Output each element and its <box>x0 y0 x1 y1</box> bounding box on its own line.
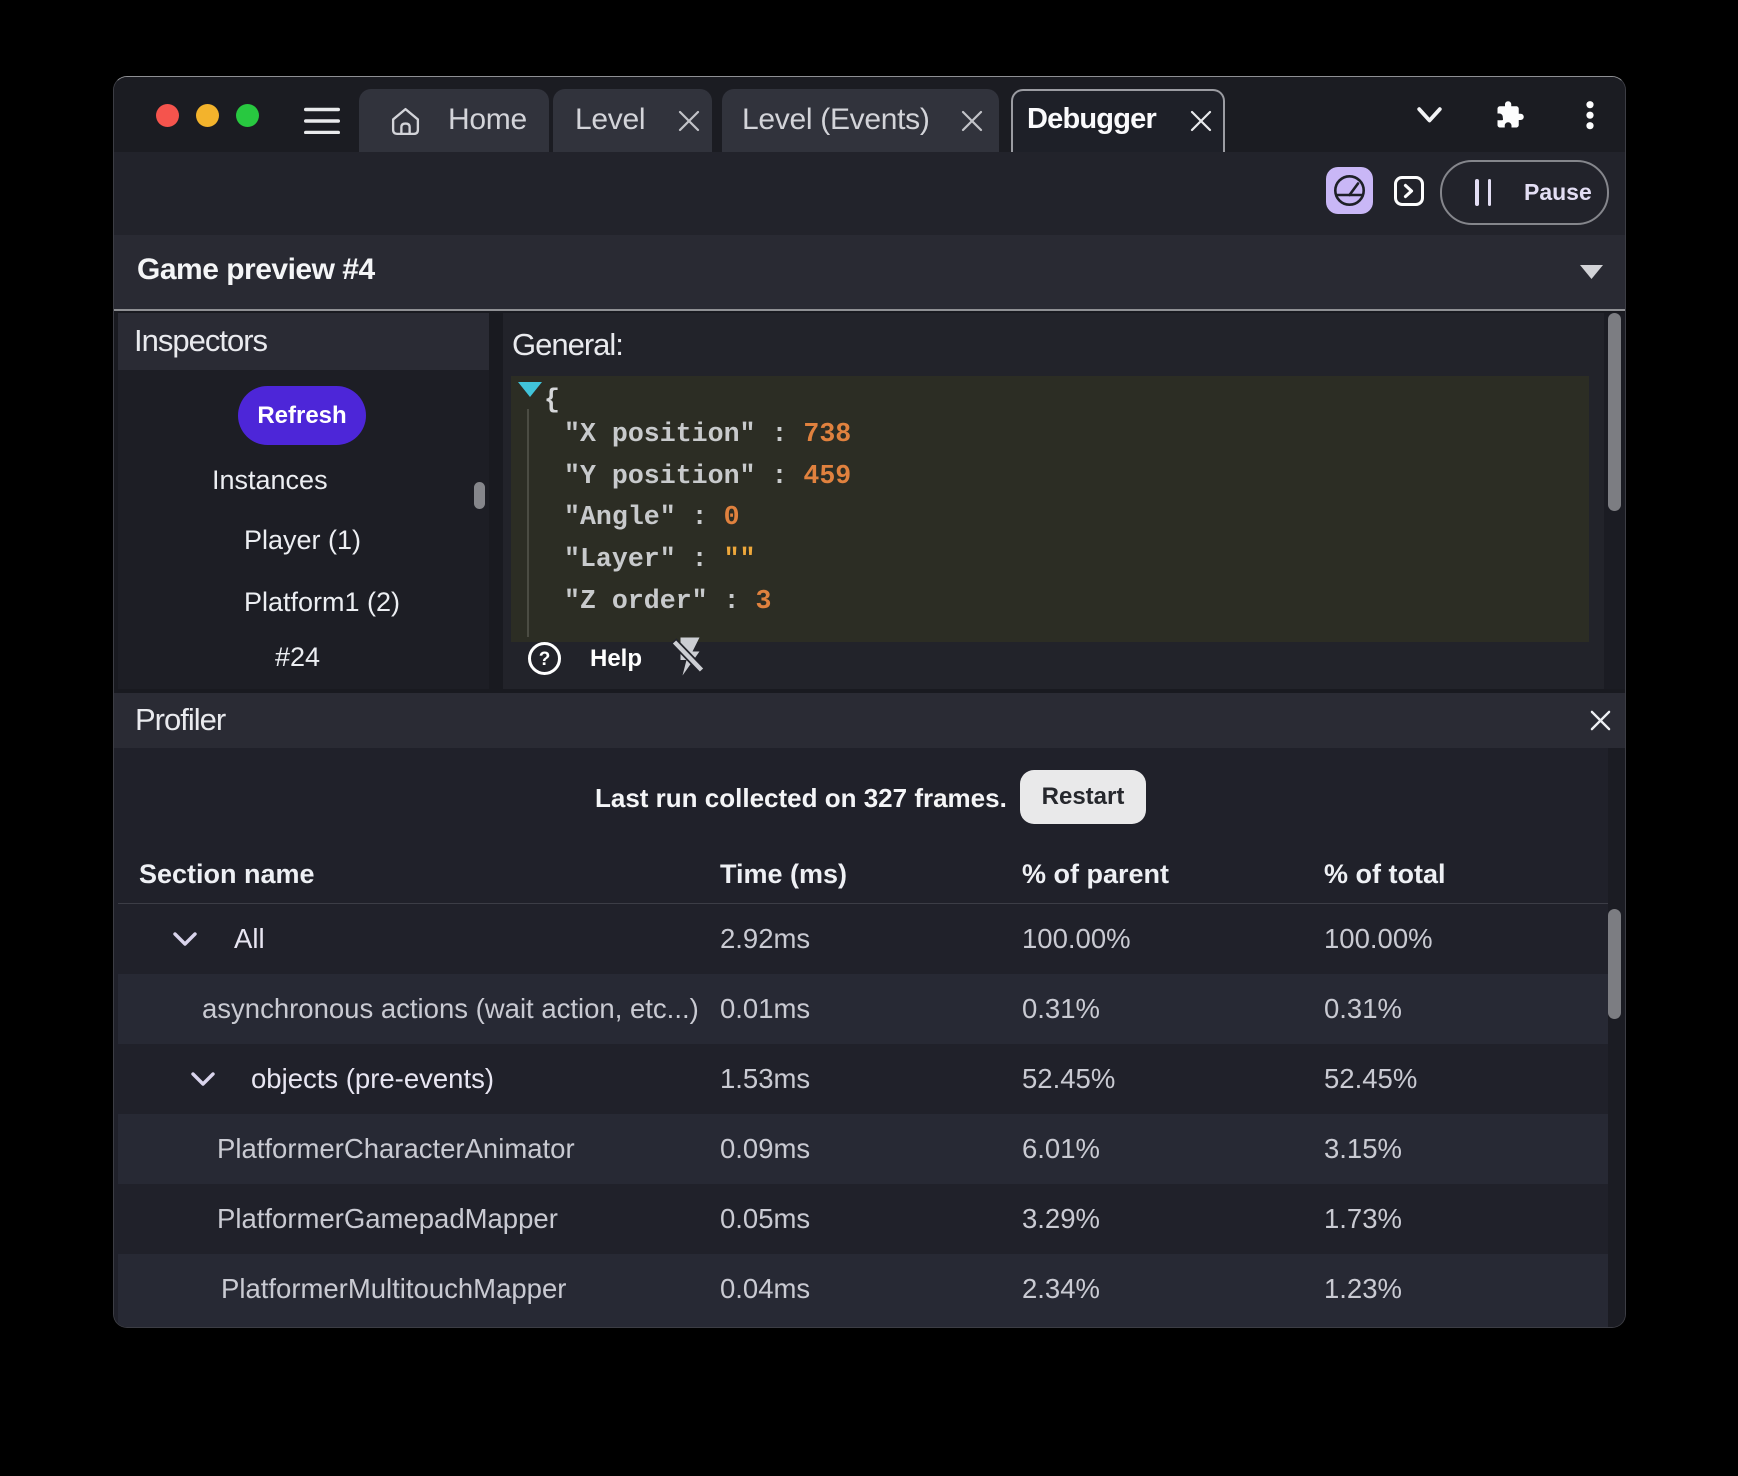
svg-text:?: ? <box>539 649 551 670</box>
